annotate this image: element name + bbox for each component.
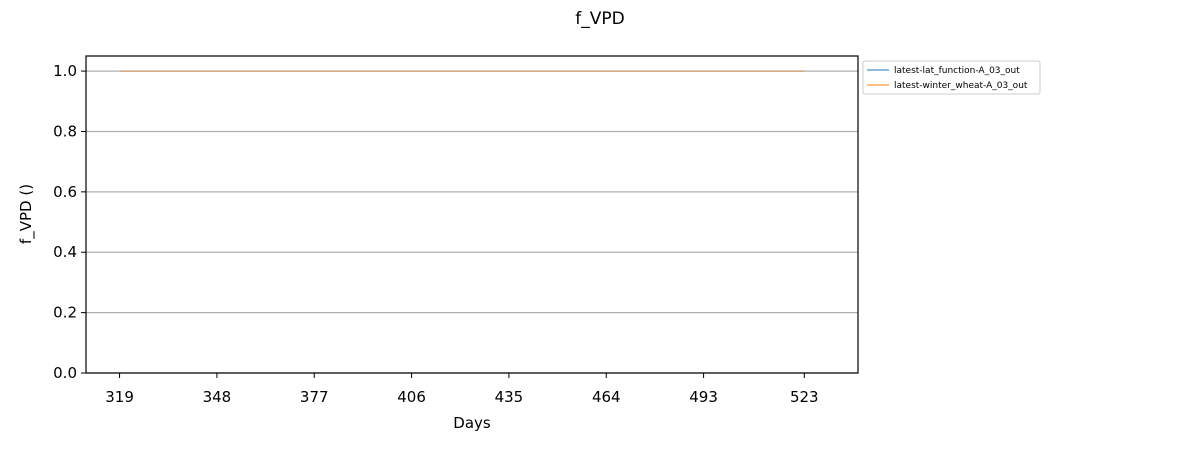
x-tick-label: 348 [203, 388, 232, 406]
legend-entry-label: latest-lat_function-A_03_out [894, 66, 1020, 76]
y-axis: 0.0 0.2 0.4 0.6 0.8 1.0 [53, 62, 86, 382]
x-tick-label: 319 [105, 388, 134, 406]
x-axis: 319 348 377 406 435 464 493 523 [105, 373, 819, 406]
y-tick-label: 0.6 [53, 183, 77, 201]
x-tick-label: 493 [689, 388, 718, 406]
grid-lines [86, 70, 858, 374]
plot-area-frame [85, 55, 859, 374]
x-tick-label: 523 [790, 388, 819, 406]
y-tick-label: 0.8 [53, 122, 77, 140]
x-tick-label: 406 [397, 388, 426, 406]
y-tick-label: 0.4 [53, 243, 77, 261]
legend-entry-label: latest-winter_wheat-A_03_out [894, 81, 1028, 91]
x-tick-label: 464 [592, 388, 621, 406]
legend-box [862, 60, 1041, 95]
y-axis-label: f_VPD () [17, 184, 36, 244]
y-tick-label: 0.0 [53, 364, 77, 382]
x-axis-label: Days [453, 414, 491, 432]
legend: latest-lat_function-A_03_out latest-winte… [862, 60, 1041, 95]
chart-title: f_VPD [575, 9, 624, 29]
x-tick-label: 377 [300, 388, 329, 406]
y-tick-label: 1.0 [53, 62, 77, 80]
x-tick-label: 435 [495, 388, 524, 406]
y-tick-label: 0.2 [53, 304, 77, 322]
